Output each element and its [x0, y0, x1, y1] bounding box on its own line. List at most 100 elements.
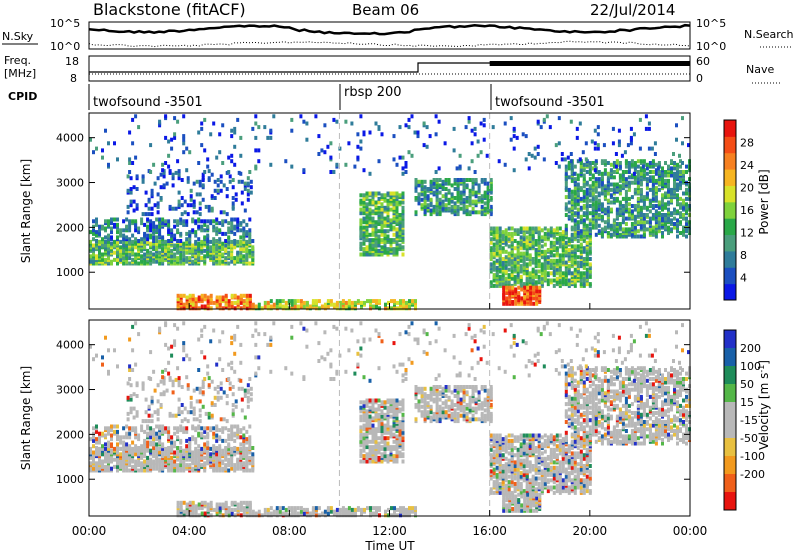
power-cell	[588, 269, 592, 274]
power-cell	[661, 177, 664, 182]
power-colorbar-segment	[724, 218, 736, 236]
power-cell	[540, 244, 544, 249]
power-cell	[685, 205, 688, 210]
power-cell	[537, 258, 541, 263]
power-cell	[471, 199, 475, 204]
power-cell	[278, 299, 282, 304]
power-cell	[209, 219, 213, 224]
power-cell	[552, 283, 556, 288]
velocity-cell	[89, 446, 92, 451]
power-cell	[290, 128, 294, 133]
velocity-cell	[227, 513, 231, 518]
power-cell	[539, 125, 543, 130]
power-cell	[200, 126, 204, 131]
velocity-cell	[192, 410, 196, 415]
power-cell	[517, 298, 521, 303]
power-cell	[203, 148, 207, 153]
power-cell	[534, 280, 538, 285]
power-cell	[477, 188, 481, 193]
power-cell	[543, 265, 547, 270]
power-cell	[245, 247, 249, 252]
power-cell	[588, 227, 592, 232]
power-cell	[305, 121, 309, 126]
velocity-cell	[233, 446, 237, 450]
power-cell	[651, 204, 655, 208]
power-cell	[576, 220, 580, 225]
power-cell	[137, 226, 141, 231]
power-cell	[128, 256, 132, 261]
cpid-segment-1: twofsound -3501	[93, 95, 203, 110]
power-colorbar-segment	[724, 267, 736, 285]
power-cell	[486, 204, 490, 209]
velocity-cell	[227, 457, 231, 462]
power-cell	[573, 253, 577, 258]
power-cell	[516, 228, 520, 233]
power-cell	[465, 199, 469, 204]
power-cell	[483, 190, 487, 195]
power-cell	[137, 230, 141, 235]
power-cell	[227, 221, 231, 226]
power-cell	[368, 216, 372, 221]
power-cell	[579, 196, 583, 201]
power-cell	[209, 293, 213, 298]
power-cell	[617, 139, 621, 144]
power-cell	[609, 232, 613, 237]
velocity-cell	[104, 450, 107, 455]
velocity-cell	[195, 386, 199, 391]
power-cell	[402, 299, 405, 304]
power-cell	[434, 170, 438, 174]
velocity-cell	[233, 513, 237, 518]
power-cell	[661, 213, 664, 217]
velocity-cell	[194, 504, 198, 509]
velocity-cell	[216, 390, 220, 395]
power-cell	[452, 148, 456, 153]
power-cell	[426, 203, 430, 208]
velocity-cell	[164, 446, 168, 451]
velocity-cell	[194, 440, 198, 445]
velocity-cell	[170, 455, 174, 460]
power-cell	[447, 178, 451, 182]
velocity-cell	[231, 411, 235, 416]
power-cell	[632, 171, 636, 176]
power-cell	[579, 214, 583, 219]
power-cell	[569, 159, 573, 164]
power-cell	[531, 240, 535, 245]
power-cell	[206, 164, 210, 169]
power-cell	[627, 196, 631, 201]
freq-panel: Freq. [MHz] 18 8 60 0 Nave	[4, 54, 782, 85]
power-cell	[146, 233, 150, 238]
power-cell	[519, 267, 523, 272]
velocity-cell	[246, 399, 250, 404]
power-cell	[653, 152, 657, 156]
power-cell	[224, 247, 228, 252]
velocity-cell	[159, 403, 163, 407]
power-cell	[657, 170, 661, 174]
power-cell	[555, 226, 559, 231]
power-cell	[435, 197, 439, 202]
power-cell	[664, 191, 667, 196]
power-cell	[101, 155, 104, 160]
velocity-cell	[126, 395, 130, 400]
power-cell	[513, 228, 517, 233]
power-cell	[134, 228, 138, 233]
power-cell	[606, 209, 610, 214]
power-cell	[569, 119, 573, 124]
power-cell	[401, 223, 405, 228]
power-cell	[347, 299, 351, 304]
velocity-cell	[116, 442, 119, 447]
power-cell	[531, 260, 535, 265]
velocity-cell	[230, 463, 234, 468]
power-cell	[239, 239, 243, 244]
power-cell	[134, 155, 138, 160]
velocity-cell	[141, 381, 145, 386]
power-cell	[263, 300, 267, 305]
power-cell	[513, 246, 517, 251]
velocity-cell	[164, 455, 168, 460]
power-cell	[507, 251, 511, 256]
power-cell	[221, 219, 225, 224]
power-cell	[135, 203, 139, 208]
power-cell	[486, 194, 490, 199]
velocity-cell	[240, 397, 244, 402]
power-cell	[158, 228, 162, 233]
velocity-cell	[152, 428, 156, 433]
